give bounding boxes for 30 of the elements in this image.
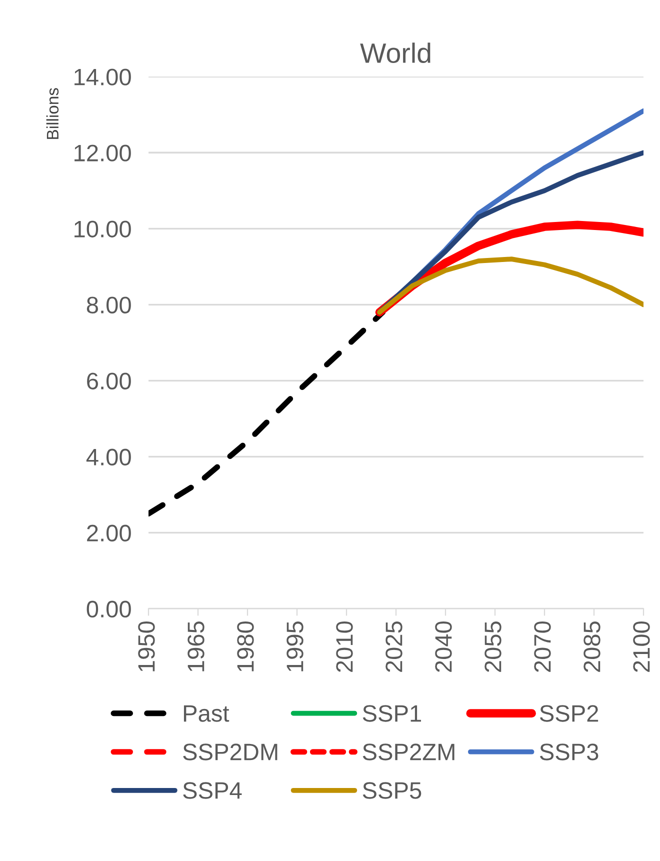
x-tick-label: 2085 bbox=[584, 622, 600, 672]
y-tick-label: 2.00 bbox=[87, 524, 131, 542]
y-tick-label: 8.00 bbox=[86, 296, 131, 314]
x-tick-label: 2100 bbox=[633, 621, 650, 672]
legend-label: SSP5 bbox=[362, 782, 422, 799]
y-tick-label: 12.00 bbox=[74, 144, 131, 162]
x-tick-label: 2010 bbox=[336, 621, 353, 672]
legend-label: SSP4 bbox=[183, 782, 242, 799]
y-tick-label: 6.00 bbox=[87, 372, 131, 390]
x-tick-label: 2025 bbox=[386, 622, 402, 672]
y-tick-label: 14.00 bbox=[74, 68, 131, 86]
x-tick-label: 1995 bbox=[286, 622, 304, 672]
legend-label: SSP3 bbox=[540, 744, 598, 760]
legend-label: SSP2DM bbox=[183, 744, 278, 760]
legend-label: SSP1 bbox=[362, 705, 421, 722]
y-axis-title: Billions bbox=[46, 88, 59, 139]
legend-label: SSP2 bbox=[540, 705, 598, 722]
y-tick-label: 4.00 bbox=[86, 448, 131, 466]
x-tick-label: 1950 bbox=[138, 621, 155, 672]
line-series bbox=[377, 256, 644, 315]
legend-label: Past bbox=[184, 705, 230, 722]
x-tick-label: 2040 bbox=[435, 621, 452, 672]
y-tick-label: 10.00 bbox=[74, 220, 131, 238]
x-tick-label: 1980 bbox=[237, 621, 254, 672]
x-tick-label: 2055 bbox=[484, 622, 502, 672]
x-tick-label: 1965 bbox=[188, 622, 204, 672]
y-tick-label: 0.00 bbox=[86, 600, 131, 618]
legend-label: SSP2ZM bbox=[362, 744, 454, 760]
chart-title: World bbox=[360, 42, 430, 64]
x-tick-label: 2070 bbox=[534, 621, 551, 672]
